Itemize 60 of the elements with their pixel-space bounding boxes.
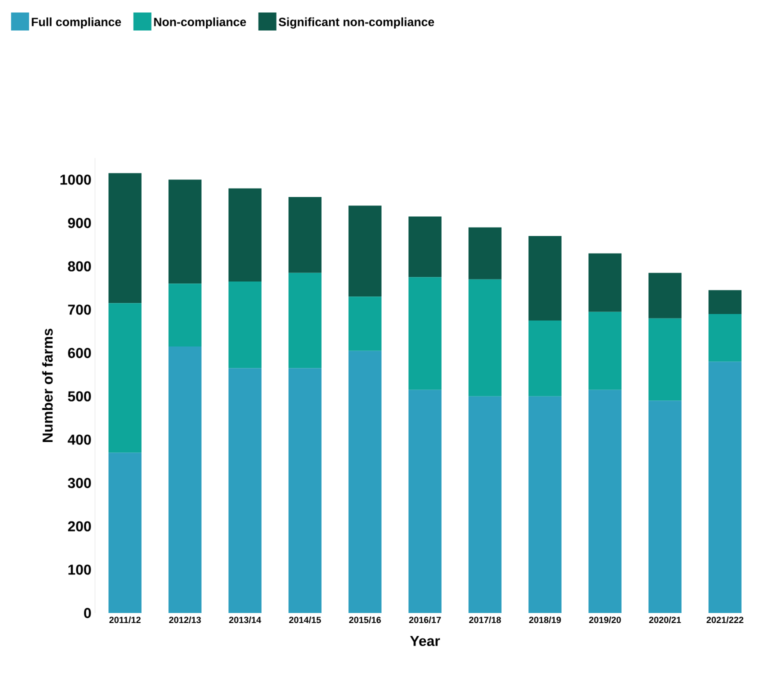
y-tick-label: 500: [68, 391, 91, 402]
x-tick-label: 2013/14: [229, 616, 262, 624]
x-tick-label: 2011/12: [109, 616, 141, 624]
bar: [528, 396, 562, 613]
y-tick-label: 300: [68, 478, 91, 488]
bar: [408, 390, 442, 613]
y-tick-label: 100: [68, 564, 91, 575]
bar: [708, 362, 742, 613]
legend-label: Full compliance: [32, 17, 121, 29]
bar: [348, 206, 382, 297]
bar: [108, 173, 142, 304]
x-tick-label: 2020/21: [649, 616, 681, 624]
x-axis-title: Year: [410, 636, 440, 646]
x-tick-label: 2019/20: [589, 616, 621, 624]
bar: [528, 236, 562, 320]
bar: [288, 368, 322, 613]
x-tick-label: 2014/15: [289, 616, 321, 624]
y-tick-label: 900: [68, 218, 91, 228]
bar: [468, 227, 502, 280]
y-tick-label: 1000: [60, 174, 91, 185]
bar: [468, 396, 502, 613]
bar: [168, 284, 202, 346]
bar: [528, 320, 562, 396]
y-axis-title: Number of farms: [42, 328, 53, 442]
y-tick-label: 400: [68, 434, 91, 445]
legend-label: Non-compliance: [154, 17, 246, 29]
bar: [168, 346, 202, 613]
bar: [408, 277, 442, 390]
y-tick-label: 200: [68, 521, 91, 532]
x-tick-label: 2017/18: [469, 616, 501, 624]
x-tick-label: 2012/13: [169, 616, 201, 624]
y-tick-label: 0: [84, 608, 91, 618]
x-tick-label: 2015/16: [349, 616, 381, 624]
x-tick-label: 2016/17: [409, 616, 441, 624]
bar: [108, 303, 142, 453]
y-tick-label: 600: [68, 348, 91, 358]
bar: [288, 272, 322, 368]
x-tick-label: 2018/19: [529, 616, 561, 624]
bar: [108, 452, 142, 613]
bar: [468, 279, 502, 396]
bar: [588, 312, 622, 390]
bar: [228, 368, 262, 613]
y-tick-label: 800: [68, 261, 91, 272]
legend-label: Significant non-compliance: [278, 17, 434, 29]
y-tick-label: 700: [68, 304, 91, 315]
bar: [708, 314, 742, 362]
bar: [228, 188, 262, 282]
bar: [588, 390, 622, 613]
bar: [648, 272, 682, 318]
x-tick-label: 2021/222: [706, 616, 744, 624]
bar: [288, 196, 322, 273]
bar: [648, 400, 682, 613]
bar: [348, 350, 382, 613]
bar: [348, 296, 382, 351]
bar: [648, 318, 682, 401]
bar: [168, 180, 202, 284]
bar: [708, 290, 742, 314]
bar: [588, 253, 622, 312]
bar: [228, 281, 262, 368]
bar: [408, 216, 442, 278]
